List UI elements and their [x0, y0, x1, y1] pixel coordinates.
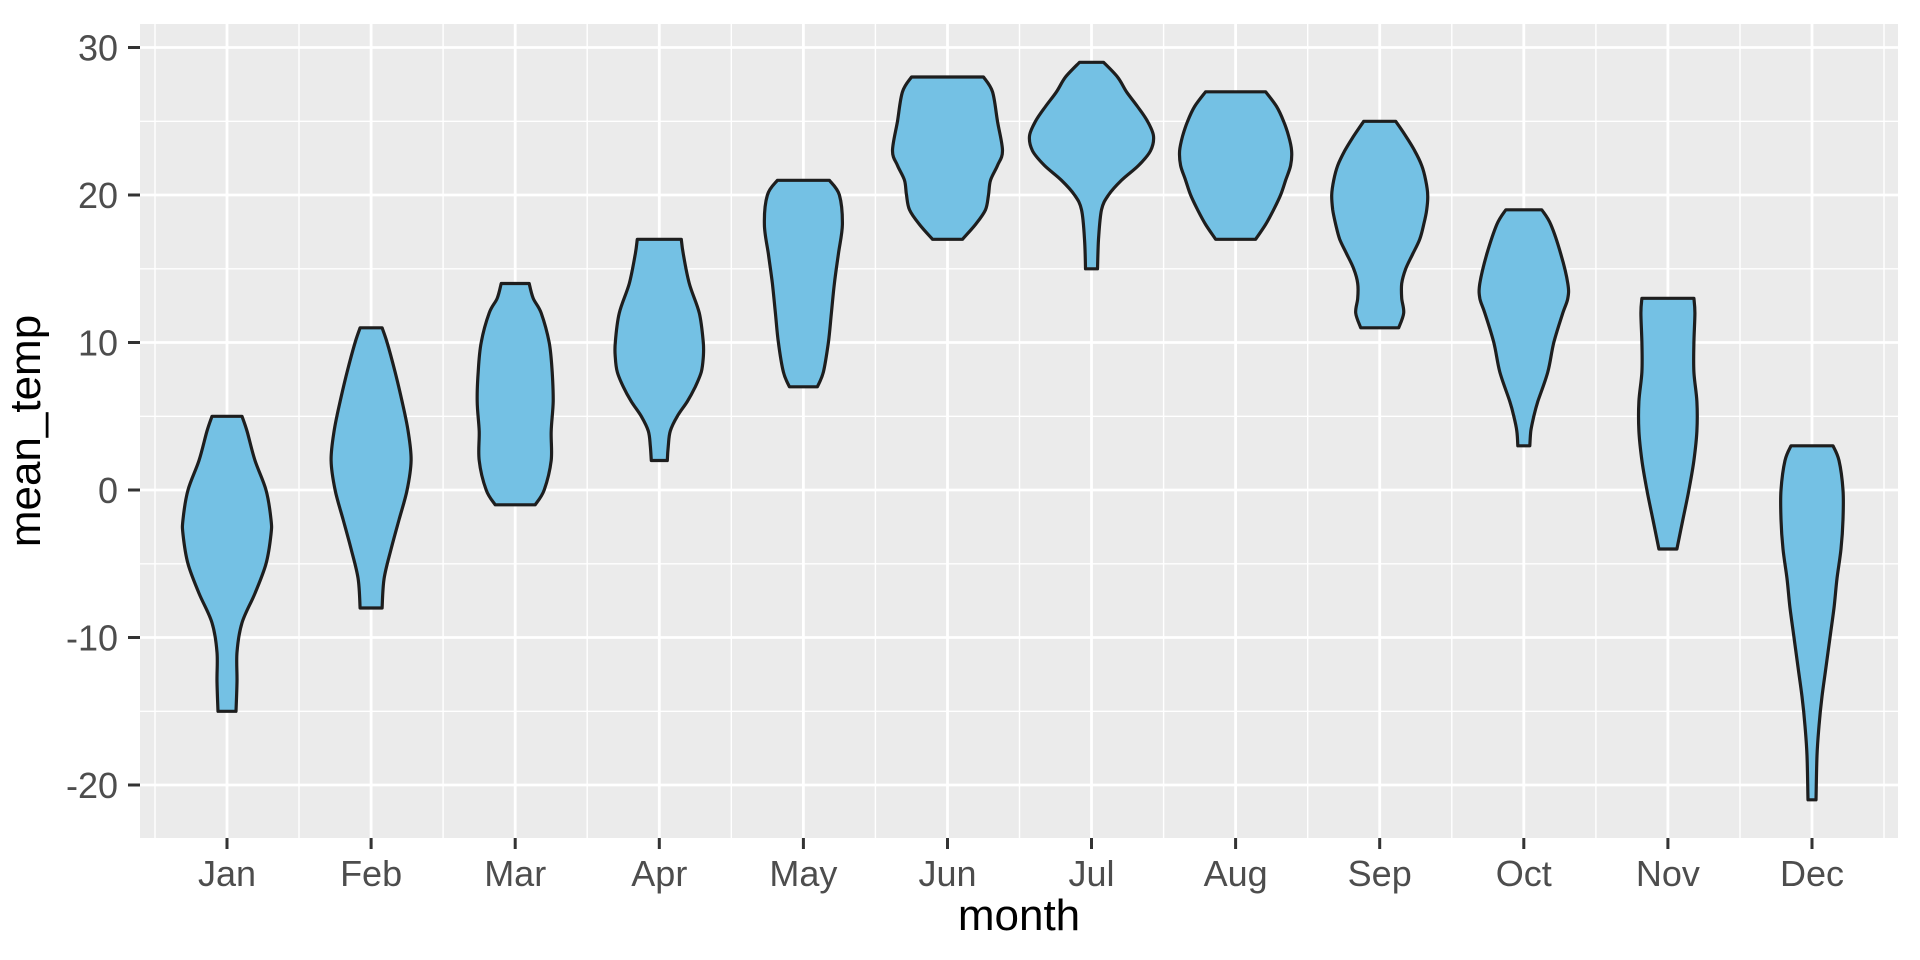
- y-tick-label-30: 30: [78, 28, 118, 69]
- y-axis-labels: 30 20 10 0 -10 -20: [66, 28, 118, 807]
- y-tick-label-10: 10: [78, 323, 118, 364]
- x-tick-label-may: May: [769, 853, 837, 894]
- x-tick-label-jun: Jun: [918, 853, 976, 894]
- y-tick-label--10: -10: [66, 618, 118, 659]
- violin-mar: [475, 281, 555, 507]
- y-tick-label--20: -20: [66, 765, 118, 806]
- violin-jan: [180, 414, 274, 713]
- x-axis-title: month: [958, 891, 1080, 940]
- y-axis-title: mean_temp: [1, 315, 50, 547]
- violin-dec: [1779, 444, 1845, 802]
- x-tick-label-mar: Mar: [484, 853, 546, 894]
- violin-aug: [1177, 90, 1294, 241]
- violin-feb: [329, 326, 413, 610]
- x-tick-label-apr: Apr: [631, 853, 687, 894]
- violin-nov: [1636, 296, 1699, 551]
- violin-jun: [890, 75, 1005, 241]
- violin-jul: [1027, 60, 1156, 271]
- x-axis-labels: Jan Feb Mar Apr May Jun Jul Aug Sep Oct Nov Dec: [198, 853, 1844, 894]
- x-tick-label-dec: Dec: [1780, 853, 1844, 894]
- y-tick-label-20: 20: [78, 175, 118, 216]
- minor-gridlines: [140, 24, 1898, 838]
- violin-sep: [1330, 119, 1430, 330]
- x-tick-label-jan: Jan: [198, 853, 256, 894]
- x-tick-label-nov: Nov: [1636, 853, 1700, 894]
- violins-layer: [180, 60, 1845, 802]
- x-tick-label-jul: Jul: [1068, 853, 1114, 894]
- x-tick-label-oct: Oct: [1496, 853, 1552, 894]
- y-axis-ticks: [128, 46, 140, 787]
- violin-apr: [613, 237, 706, 463]
- x-tick-label-feb: Feb: [340, 853, 402, 894]
- x-tick-label-aug: Aug: [1204, 853, 1268, 894]
- violin-may: [762, 178, 845, 389]
- violin-oct: [1477, 208, 1571, 448]
- x-tick-label-sep: Sep: [1348, 853, 1412, 894]
- x-axis-ticks: [225, 838, 1814, 849]
- y-tick-label-0: 0: [98, 470, 118, 511]
